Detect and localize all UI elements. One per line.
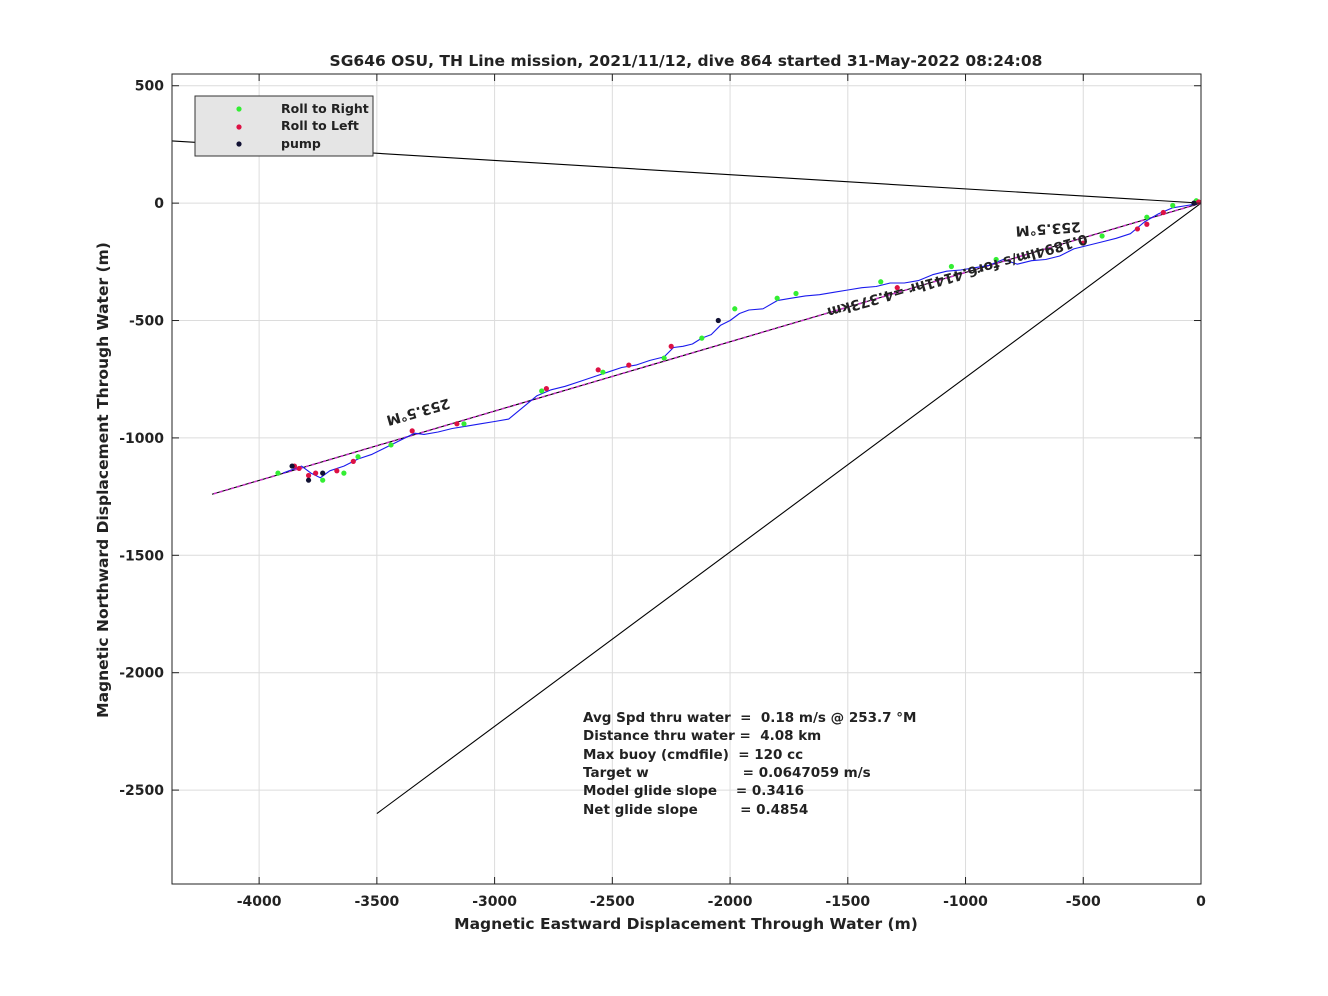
roll-right-point (600, 369, 606, 375)
roll-right-point (774, 295, 780, 301)
legend-label-pump: pump (281, 136, 321, 151)
stat-avg-speed: Avg Spd thru water = 0.18 m/s @ 253.7 °M (583, 710, 916, 726)
roll-right-point (355, 454, 361, 460)
track-line (282, 202, 1202, 479)
reference-line-3 (211, 202, 1202, 496)
y-tick-label: -500 (129, 314, 164, 330)
x-tick-label: -1000 (943, 894, 988, 910)
reference-line-2 (376, 202, 1202, 815)
roll-left-point (1196, 199, 1202, 205)
roll-right-point (388, 442, 394, 448)
pump-point (1191, 200, 1197, 206)
ticks: -4000 -3500 -3000 -2500 -2000 -1500 -1000 -500 0… (119, 74, 1206, 910)
legend-box (194, 95, 374, 157)
roll-right-point (793, 290, 799, 297)
x-tick-label: -4000 (237, 894, 282, 910)
roll-left-point (334, 468, 340, 474)
y-tick-label: 0 (154, 196, 164, 212)
pump-point (289, 463, 295, 469)
stats-block: Avg Spd thru water = 0.18 m/s @ 253.7 °M… (583, 710, 916, 818)
roll-right-point (320, 477, 326, 483)
legend-label-roll-left: Roll to Left (281, 118, 359, 133)
track-group (282, 202, 1202, 479)
pump-point (320, 470, 326, 476)
x-tick-label: -3500 (354, 894, 399, 910)
roll-right-point (732, 306, 738, 312)
roll-right-point (341, 470, 347, 476)
markers (275, 198, 1202, 483)
roll-left-point (305, 472, 312, 479)
y-axis-label: Magnetic Northward Displacement Through … (94, 242, 112, 718)
roll-right-point (1099, 233, 1105, 239)
x-tick-label: -1500 (825, 894, 870, 910)
roll-right-point (878, 279, 884, 285)
x-tick-label: -3000 (472, 894, 517, 910)
roll-right-point (1144, 214, 1150, 220)
roll-right-point (275, 470, 281, 476)
stat-max-buoy: Max buoy (cmdfile) = 120 cc (583, 747, 803, 763)
roll-right-point (661, 355, 667, 361)
roll-left-point (350, 458, 356, 464)
roll-left-point (454, 421, 460, 427)
roll-left-point (1134, 226, 1141, 232)
pump-point (305, 477, 312, 483)
y-tick-label: -1000 (119, 431, 164, 447)
axes-frame (171, 73, 1202, 885)
pump-point (715, 317, 721, 324)
stat-target-w: Target w = 0.0647059 m/s (583, 765, 871, 781)
legend-label-roll-right: Roll to Right (281, 101, 369, 116)
roll-left-point (1080, 240, 1086, 246)
roll-left-point (626, 362, 632, 368)
x-axis-label: Magnetic Eastward Displacement Through W… (454, 915, 918, 933)
roll-left-point (543, 386, 549, 392)
y-tick-label: -2500 (119, 783, 164, 799)
roll-right-point (699, 335, 705, 341)
roll-left-point (668, 343, 674, 349)
roll-right-point (1170, 202, 1176, 209)
grid (172, 74, 1202, 884)
roll-right-point (993, 256, 999, 263)
legend-marker-pump (236, 141, 242, 147)
legend: Roll to Right Roll to Left pump (194, 95, 374, 157)
stat-net-glide: Net glide slope = 0.4854 (583, 802, 808, 818)
roll-right-point (539, 388, 545, 394)
x-tick-label: 0 (1196, 894, 1206, 910)
roll-left-point (1160, 209, 1166, 216)
legend-marker-roll-right (236, 106, 242, 112)
stat-distance: Distance thru water = 4.08 km (583, 728, 821, 744)
y-tick-label: -1500 (119, 548, 164, 564)
roll-left-point (313, 470, 319, 476)
y-tick-label: 500 (135, 79, 164, 95)
y-tick-label: -2000 (119, 666, 164, 682)
x-tick-label: -500 (1066, 894, 1101, 910)
roll-right-point (948, 263, 955, 270)
x-tick-label: -2000 (708, 894, 753, 910)
annotation-0: 253.5°M (1015, 218, 1081, 239)
roll-left-point (894, 285, 900, 291)
stat-model-glide: Model glide slope = 0.3416 (583, 783, 804, 799)
roll-left-point (1144, 221, 1150, 227)
x-tick-label: -2500 (590, 894, 635, 910)
axes-background (172, 74, 1201, 884)
legend-marker-roll-left (236, 124, 242, 130)
roll-left-point (409, 428, 415, 434)
roll-left-point (296, 465, 302, 472)
chart-title: SG646 OSU, TH Line mission, 2021/11/12, … (330, 52, 1043, 70)
roll-left-point (595, 367, 601, 373)
roll-right-point (461, 421, 467, 427)
